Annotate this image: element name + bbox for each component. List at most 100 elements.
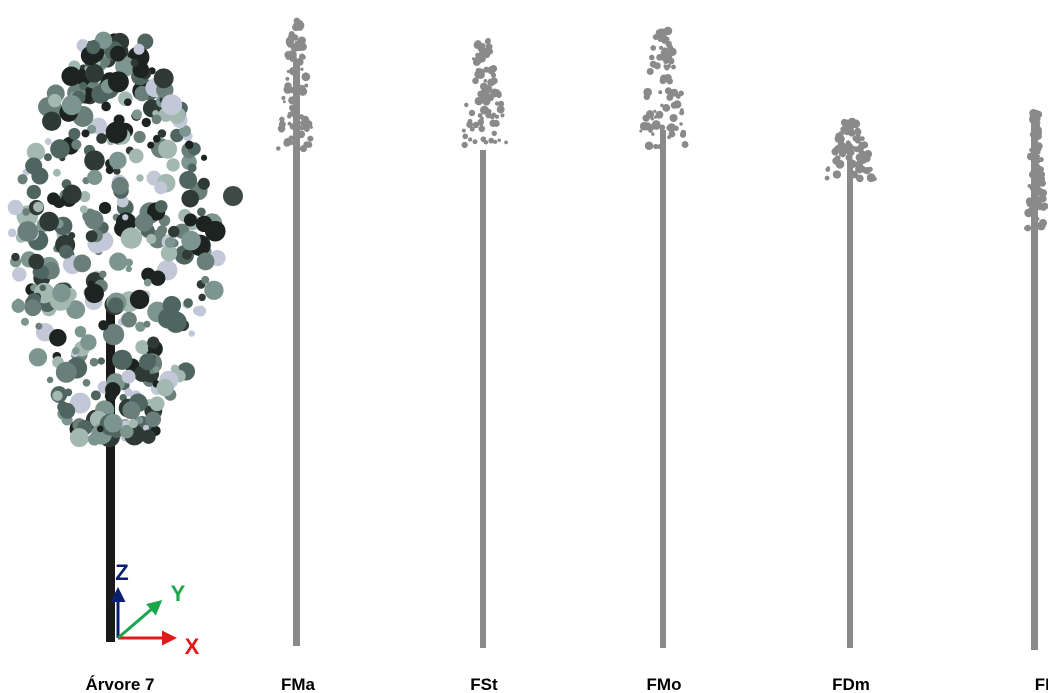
point-cluster: [1029, 148, 1033, 152]
point-cluster: [52, 391, 62, 401]
point-cluster: [649, 55, 655, 61]
point-cluster: [223, 186, 243, 206]
point-cluster: [652, 46, 656, 50]
point-cluster: [492, 131, 497, 136]
point-cluster: [146, 234, 156, 244]
point-cluster: [1039, 177, 1044, 182]
point-cluster: [673, 100, 681, 108]
point-cluster: [859, 165, 866, 172]
point-cluster: [868, 167, 873, 172]
point-cluster: [296, 75, 300, 79]
point-cluster: [475, 53, 480, 58]
panel-label: FDm: [832, 675, 870, 693]
point-cluster: [670, 89, 678, 97]
point-cluster: [45, 138, 52, 145]
point-cluster: [847, 152, 851, 156]
point-cluster: [1031, 224, 1035, 228]
point-cluster: [827, 166, 830, 169]
point-cluster: [12, 299, 26, 313]
point-cluster: [288, 96, 296, 104]
point-cluster: [833, 170, 841, 178]
point-cluster: [661, 28, 666, 33]
point-cluster: [12, 267, 26, 281]
point-cluster: [497, 105, 505, 113]
point-cluster: [59, 245, 73, 259]
point-cluster: [201, 155, 207, 161]
point-cluster: [281, 96, 285, 100]
point-cluster: [838, 131, 844, 137]
point-cluster: [52, 284, 71, 303]
point-cluster: [1030, 184, 1038, 192]
point-cluster: [1036, 217, 1040, 221]
point-cluster: [11, 253, 19, 261]
point-cluster: [99, 271, 106, 278]
point-cluster: [101, 102, 111, 112]
point-cluster: [135, 213, 153, 231]
point-cluster: [462, 142, 468, 148]
point-cluster: [139, 354, 156, 371]
point-cluster: [285, 89, 289, 93]
point-cluster: [83, 379, 91, 387]
point-cluster: [682, 141, 689, 148]
point-cluster: [111, 177, 128, 194]
point-cluster: [70, 428, 89, 447]
point-cluster: [671, 65, 676, 70]
point-cluster: [276, 146, 281, 151]
point-cluster: [484, 79, 488, 83]
point-cluster: [288, 85, 291, 88]
point-cluster: [35, 323, 42, 330]
point-cluster: [842, 123, 846, 127]
point-cluster: [129, 419, 138, 428]
point-cluster: [840, 152, 846, 158]
point-cluster: [858, 149, 863, 154]
point-cluster: [47, 192, 60, 205]
point-cluster: [62, 185, 81, 204]
point-cluster: [150, 396, 165, 411]
point-cluster: [670, 114, 678, 122]
point-cluster: [142, 118, 151, 127]
point-cluster: [679, 110, 684, 115]
point-cluster: [134, 44, 145, 55]
point-cluster: [286, 55, 291, 60]
point-cluster: [1031, 112, 1038, 119]
point-cluster: [71, 140, 81, 150]
point-cluster: [184, 298, 193, 307]
point-cluster: [121, 312, 137, 328]
point-cluster: [468, 137, 472, 141]
point-cluster: [144, 321, 151, 328]
point-cluster: [488, 138, 494, 144]
point-cluster: [42, 112, 61, 131]
point-cluster: [106, 122, 128, 144]
point-cluster: [472, 139, 477, 144]
point-cluster: [497, 138, 500, 141]
point-cluster: [1034, 129, 1042, 137]
point-cluster: [198, 294, 205, 301]
point-cluster: [287, 70, 290, 73]
panel-label: FSt: [470, 675, 498, 693]
point-cluster: [480, 106, 489, 115]
point-cluster: [197, 207, 206, 216]
point-cluster: [50, 139, 70, 159]
point-cluster: [49, 329, 66, 346]
point-cluster: [873, 177, 877, 181]
point-cluster: [62, 95, 82, 115]
point-cluster: [166, 158, 179, 171]
point-cluster: [147, 337, 159, 349]
point-cluster: [48, 94, 62, 108]
point-cluster: [288, 112, 293, 117]
point-cluster: [662, 104, 670, 112]
point-cluster: [1037, 121, 1040, 124]
point-cluster: [673, 126, 678, 131]
point-cluster: [99, 202, 111, 214]
point-cluster: [285, 77, 289, 81]
point-cluster: [39, 285, 45, 291]
point-cluster: [294, 123, 297, 126]
point-cluster: [668, 49, 674, 55]
point-cluster: [483, 67, 489, 73]
point-cluster: [680, 132, 686, 138]
z-axis-label: Z: [115, 560, 128, 585]
point-cluster: [283, 138, 291, 146]
point-cluster: [47, 377, 53, 383]
point-cluster: [486, 53, 490, 57]
point-cluster: [80, 334, 96, 350]
